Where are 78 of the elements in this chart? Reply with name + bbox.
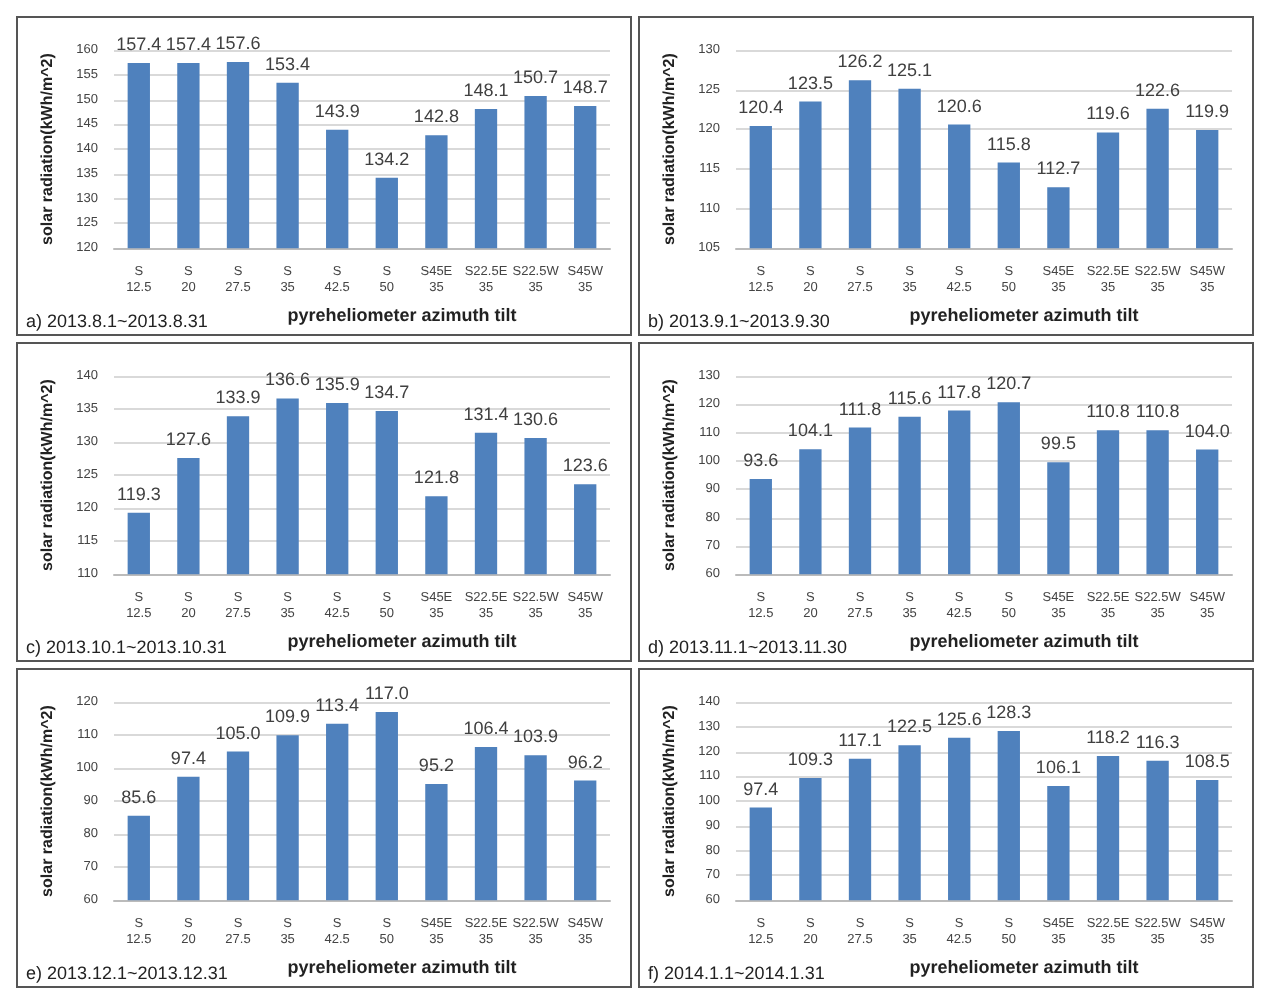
data-label: 157.4	[165, 33, 211, 54]
text: f) 2014.1.1~2014.1.31	[648, 963, 825, 983]
data-label: 148.7	[562, 76, 608, 97]
data-label: 153.4	[265, 53, 311, 74]
data-label: 104.1	[787, 420, 833, 441]
data-label: 119.9	[1185, 101, 1230, 122]
data-label: 117.8	[937, 381, 982, 402]
data-label: 93.6	[743, 450, 779, 471]
x-axis-title: pyreheliometer azimuth tilt	[287, 957, 517, 977]
data-label: 120.6	[936, 95, 982, 116]
text: b) 2013.9.1~2013.9.30	[648, 311, 830, 331]
data-label: 119.3	[116, 483, 161, 504]
x-axis-title: pyreheliometer azimuth tilt	[287, 305, 517, 325]
data-label: 117.1	[838, 729, 882, 750]
y-axis-title: solar radiation(kWh/m^2)	[659, 378, 678, 571]
data-label: 95.2	[418, 754, 454, 775]
data-label: 113.4	[315, 694, 360, 715]
text: a) 2013.8.1~2013.8.31	[26, 311, 208, 331]
data-label: 133.9	[215, 387, 261, 408]
data-label: 126.2	[837, 51, 883, 72]
data-label: 120.4	[738, 97, 784, 118]
data-label: 115.6	[887, 387, 932, 408]
y-axis-title: solar radiation(kWh/m^2)	[37, 378, 56, 571]
data-label: 135.9	[314, 374, 360, 395]
data-label: 150.7	[513, 67, 559, 88]
data-label: 97.4	[743, 778, 779, 799]
data-label: 130.6	[513, 409, 559, 430]
data-label: 106.4	[463, 717, 509, 738]
data-label: 127.6	[165, 428, 211, 449]
data-label: 109.9	[265, 706, 311, 727]
data-label: 134.2	[364, 148, 410, 169]
data-label: 125.6	[936, 708, 982, 729]
data-label: 110.8	[1135, 401, 1180, 422]
data-label: 119.6	[1086, 103, 1130, 124]
text: e) 2013.12.1~2013.12.31	[26, 963, 228, 983]
y-axis-title: solar radiation(kWh/m^2)	[37, 52, 56, 245]
data-label: 106.1	[1035, 756, 1081, 777]
data-label: 142.8	[413, 106, 459, 127]
data-label: 108.5	[1184, 751, 1230, 772]
data-label: 157.6	[215, 32, 261, 53]
data-label: 121.8	[413, 467, 459, 488]
data-label: 104.0	[1184, 420, 1230, 441]
data-label: 109.3	[787, 749, 833, 770]
data-label: 105.0	[215, 722, 261, 743]
y-axis-title: solar radiation(kWh/m^2)	[659, 52, 678, 245]
x-axis-title: pyreheliometer azimuth tilt	[909, 631, 1139, 651]
data-label: 110.8	[1086, 401, 1130, 422]
y-axis-title: solar radiation(kWh/m^2)	[659, 704, 678, 897]
text: d) 2013.11.1~2013.11.30	[648, 637, 848, 657]
data-label: 117.0	[364, 682, 409, 703]
data-label: 99.5	[1040, 433, 1076, 454]
data-label: 96.2	[567, 751, 603, 772]
data-label: 143.9	[314, 100, 360, 121]
data-label: 157.4	[116, 33, 162, 54]
data-label: 112.7	[1036, 158, 1081, 179]
x-axis-title: pyreheliometer azimuth tilt	[909, 957, 1139, 977]
data-label: 131.4	[463, 403, 509, 424]
data-label: 85.6	[121, 786, 157, 807]
data-label: 148.1	[463, 79, 509, 100]
data-label: 125.1	[887, 59, 933, 80]
x-axis-title: pyreheliometer azimuth tilt	[909, 305, 1139, 325]
y-axis-title: solar radiation(kWh/m^2)	[37, 704, 56, 897]
data-label: 118.2	[1086, 727, 1130, 748]
data-label: 122.5	[887, 716, 933, 737]
data-label: 136.6	[265, 369, 311, 390]
data-label: 134.7	[364, 382, 410, 403]
x-axis-title: pyreheliometer azimuth tilt	[287, 631, 517, 651]
data-label: 123.5	[787, 72, 833, 93]
data-label: 123.6	[562, 455, 608, 476]
data-label: 111.8	[838, 398, 882, 419]
data-label: 120.7	[986, 373, 1032, 394]
data-label: 103.9	[513, 726, 559, 747]
data-label: 115.8	[986, 133, 1031, 154]
data-label: 122.6	[1135, 79, 1181, 100]
data-label: 116.3	[1135, 731, 1180, 752]
data-label: 128.3	[986, 701, 1032, 722]
data-label: 97.4	[170, 747, 206, 768]
text: c) 2013.10.1~2013.10.31	[26, 637, 227, 657]
